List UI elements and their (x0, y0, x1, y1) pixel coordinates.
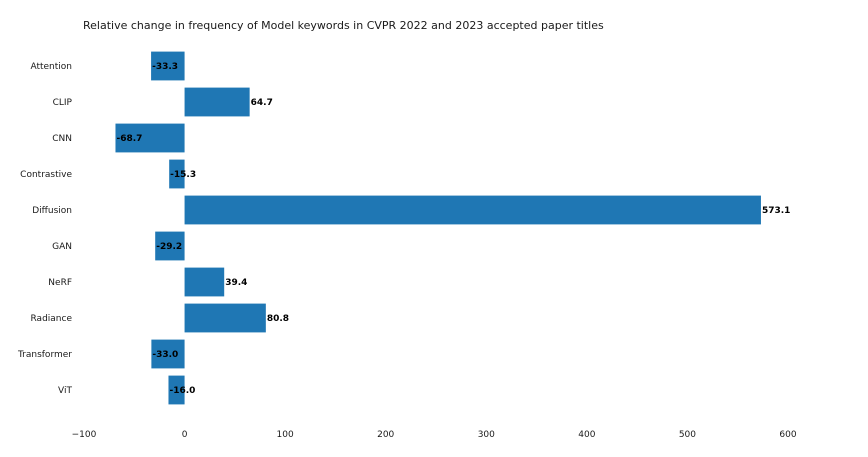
bar-attention (151, 51, 185, 81)
x-tick-labels-group: −100 0 100 200 300 400 500 600 (72, 430, 797, 440)
value-label-radiance: 80.8 (267, 314, 289, 324)
bar-contrastive (169, 159, 185, 189)
value-label-attention: -33.3 (152, 62, 178, 72)
value-label-gan: -29.2 (156, 242, 182, 252)
category-label-nerf: NeRF (48, 278, 72, 288)
bar-radiance (184, 303, 266, 333)
category-label-cnn: CNN (52, 134, 72, 144)
category-label-vit: ViT (58, 386, 72, 396)
x-tick-label: 300 (478, 430, 495, 440)
value-label-cnn: -68.7 (116, 134, 142, 144)
bar-gan (155, 231, 185, 261)
x-tick-label: −100 (72, 430, 97, 440)
x-tick-label: 400 (578, 430, 595, 440)
bar-cnn (115, 123, 185, 153)
category-label-gan: GAN (52, 242, 72, 252)
bar-clip (184, 87, 250, 117)
category-label-transformer: Transformer (17, 350, 72, 360)
category-label-diffusion: Diffusion (32, 206, 72, 216)
category-label-clip: CLIP (53, 98, 73, 108)
x-tick-label: 200 (377, 430, 394, 440)
chart-title: Relative change in frequency of Model ke… (83, 19, 604, 32)
bar-diffusion (184, 195, 761, 225)
category-label-attention: Attention (30, 62, 72, 72)
bar-nerf (184, 267, 225, 297)
x-tick-label: 500 (679, 430, 696, 440)
bar-transformer (151, 339, 185, 369)
value-label-diffusion: 573.1 (762, 206, 790, 216)
category-labels-group: Attention CLIP CNN Contrastive Diffusion GAN N… (17, 62, 73, 396)
value-label-transformer: -33.0 (152, 350, 178, 360)
x-tick-label: 100 (277, 430, 294, 440)
value-label-vit: -16.0 (169, 386, 195, 396)
value-label-clip: 64.7 (251, 98, 273, 108)
category-label-radiance: Radiance (31, 314, 73, 324)
value-labels-group: -33.3 64.7 -68.7 -15.3 573.1 -29.2 39.4 80.8 -33… (116, 62, 790, 396)
value-label-nerf: 39.4 (225, 278, 247, 288)
x-tick-label: 0 (182, 430, 188, 440)
value-label-contrastive: -15.3 (170, 170, 196, 180)
bar-vit (168, 375, 185, 405)
category-label-contrastive: Contrastive (20, 170, 72, 180)
x-tick-label: 600 (779, 430, 796, 440)
bars-group (115, 51, 761, 405)
